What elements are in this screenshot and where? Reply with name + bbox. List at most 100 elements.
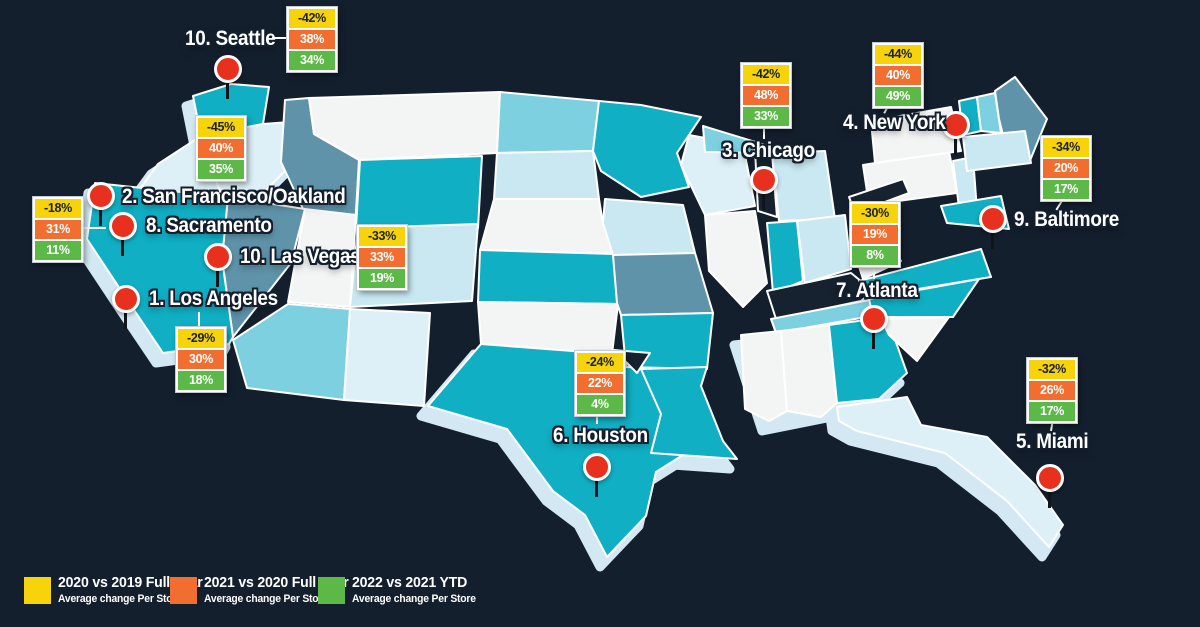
badge-2022: 33% bbox=[743, 107, 789, 126]
pin-stem bbox=[226, 69, 229, 99]
badge-2022: 35% bbox=[198, 160, 244, 179]
city-label-baltimore: 9. Baltimore bbox=[1014, 208, 1119, 231]
state-montana bbox=[308, 91, 501, 161]
state-arizona bbox=[232, 303, 351, 401]
connector-line bbox=[596, 414, 598, 424]
state-south-dakota bbox=[493, 150, 600, 200]
badge-stack-atlanta: -30% 19% 8% bbox=[850, 202, 900, 267]
city-label-san-francisco: 2. San Francisco/Oakland bbox=[122, 185, 346, 208]
city-label-chicago: 3. Chicago bbox=[722, 139, 815, 162]
pin-stem bbox=[872, 319, 875, 349]
state-kentucky bbox=[766, 272, 874, 320]
state-missouri bbox=[612, 252, 714, 316]
legend-label-2020: 2020 vs 2019 Full Year bbox=[58, 574, 203, 591]
city-label-los-angeles: 1. Los Angeles bbox=[149, 287, 278, 310]
pin-stem bbox=[216, 257, 219, 287]
map-pin-seattle bbox=[214, 55, 242, 83]
badge-2021: 40% bbox=[198, 139, 244, 158]
badge-2020: -24% bbox=[577, 353, 623, 372]
connector-line bbox=[198, 312, 200, 327]
state-wyoming bbox=[355, 155, 483, 229]
badge-2020: -42% bbox=[743, 65, 789, 84]
legend-label-2022: 2022 vs 2021 YTD bbox=[352, 574, 468, 591]
state-florida bbox=[836, 396, 1064, 548]
state-minnesota bbox=[592, 100, 702, 198]
badge-2020: -44% bbox=[875, 45, 921, 64]
state-mississippi bbox=[740, 330, 788, 422]
badge-stack-seattle: -42% 38% 34% bbox=[287, 7, 337, 72]
city-label-miami: 5. Miami bbox=[1016, 430, 1089, 453]
badge-2020: -30% bbox=[852, 204, 898, 223]
map-pin-san-francisco bbox=[87, 182, 115, 210]
badge-2022: 8% bbox=[852, 246, 898, 265]
badge-2020: -34% bbox=[1043, 138, 1089, 157]
pin-stem bbox=[954, 125, 957, 155]
badge-2022: 19% bbox=[359, 269, 405, 288]
city-label-las-vegas: 10. Las Vegas bbox=[240, 245, 361, 268]
badge-2021: 20% bbox=[1043, 159, 1089, 178]
map-pin-las-vegas bbox=[204, 243, 232, 271]
state-louisiana bbox=[640, 366, 738, 460]
pin-stem bbox=[121, 226, 124, 256]
map-pin-atlanta bbox=[860, 305, 888, 333]
badge-stack-chicago: -42% 48% 33% bbox=[741, 63, 791, 128]
city-label-seattle: 10. Seattle bbox=[185, 27, 276, 50]
badge-2021: 31% bbox=[35, 220, 81, 239]
state-illinois bbox=[704, 210, 768, 308]
map-pin-miami bbox=[1036, 464, 1064, 492]
badge-2021: 26% bbox=[1029, 381, 1075, 400]
state-alabama bbox=[780, 324, 838, 418]
pin-stem bbox=[99, 196, 102, 226]
state-nebraska bbox=[479, 198, 615, 255]
badge-2022: 49% bbox=[875, 87, 921, 106]
state-north-dakota bbox=[496, 91, 600, 154]
badge-2021: 40% bbox=[875, 66, 921, 85]
badge-2020: -32% bbox=[1029, 360, 1075, 379]
connector-line bbox=[348, 256, 357, 258]
connector-line bbox=[272, 37, 287, 39]
pin-stem bbox=[124, 299, 127, 329]
legend-swatch-2020 bbox=[24, 577, 51, 604]
state-ohio bbox=[796, 214, 852, 284]
city-label-new-york: 4. New York bbox=[843, 111, 946, 134]
map-pin-los-angeles bbox=[112, 285, 140, 313]
state-indiana bbox=[766, 220, 804, 294]
pin-stem bbox=[595, 467, 598, 497]
map-pin-houston bbox=[583, 453, 611, 481]
badge-stack-san-francisco: -45% 40% 35% bbox=[196, 116, 246, 181]
badge-stack-los-angeles: -29% 30% 18% bbox=[176, 327, 226, 392]
map-pin-new-york bbox=[942, 111, 970, 139]
pin-stem bbox=[991, 219, 994, 249]
legend-swatch-2021 bbox=[170, 577, 197, 604]
badge-stack-new-york: -44% 40% 49% bbox=[873, 43, 923, 108]
state-massachusetts-ct-ri bbox=[962, 130, 1032, 172]
map-pin-sacramento bbox=[109, 212, 137, 240]
legend-label-2021: 2021 vs 2020 Full Year bbox=[204, 574, 349, 591]
badge-stack-miami: -32% 26% 17% bbox=[1027, 358, 1077, 423]
pin-stem bbox=[1048, 478, 1051, 508]
badge-stack-houston: -24% 22% 4% bbox=[575, 351, 625, 416]
badge-2021: 22% bbox=[577, 374, 623, 393]
pin-stem bbox=[762, 180, 765, 210]
legend-swatch-2022 bbox=[318, 577, 345, 604]
state-kansas bbox=[477, 249, 619, 305]
connector-line bbox=[873, 264, 875, 279]
legend-sublabel-2022: Average change Per Store bbox=[352, 593, 476, 605]
badge-2020: -33% bbox=[359, 227, 405, 246]
badge-2022: 17% bbox=[1043, 180, 1089, 199]
map-pin-baltimore bbox=[979, 205, 1007, 233]
city-label-sacramento: 8. Sacramento bbox=[146, 214, 272, 237]
map-pin-chicago bbox=[750, 166, 778, 194]
state-new-mexico bbox=[343, 308, 431, 407]
badge-2022: 34% bbox=[289, 51, 335, 70]
badge-2021: 33% bbox=[359, 248, 405, 267]
badge-2022: 11% bbox=[35, 241, 81, 260]
state-iowa bbox=[602, 198, 696, 256]
badge-2020: -42% bbox=[289, 9, 335, 28]
badge-2021: 48% bbox=[743, 86, 789, 105]
city-label-houston: 6. Houston bbox=[553, 424, 648, 447]
legend-sublabel-2021: Average change Per Store bbox=[204, 593, 328, 605]
badge-stack-sacramento: -18% 31% 11% bbox=[33, 197, 83, 262]
badge-2020: -29% bbox=[178, 329, 224, 348]
